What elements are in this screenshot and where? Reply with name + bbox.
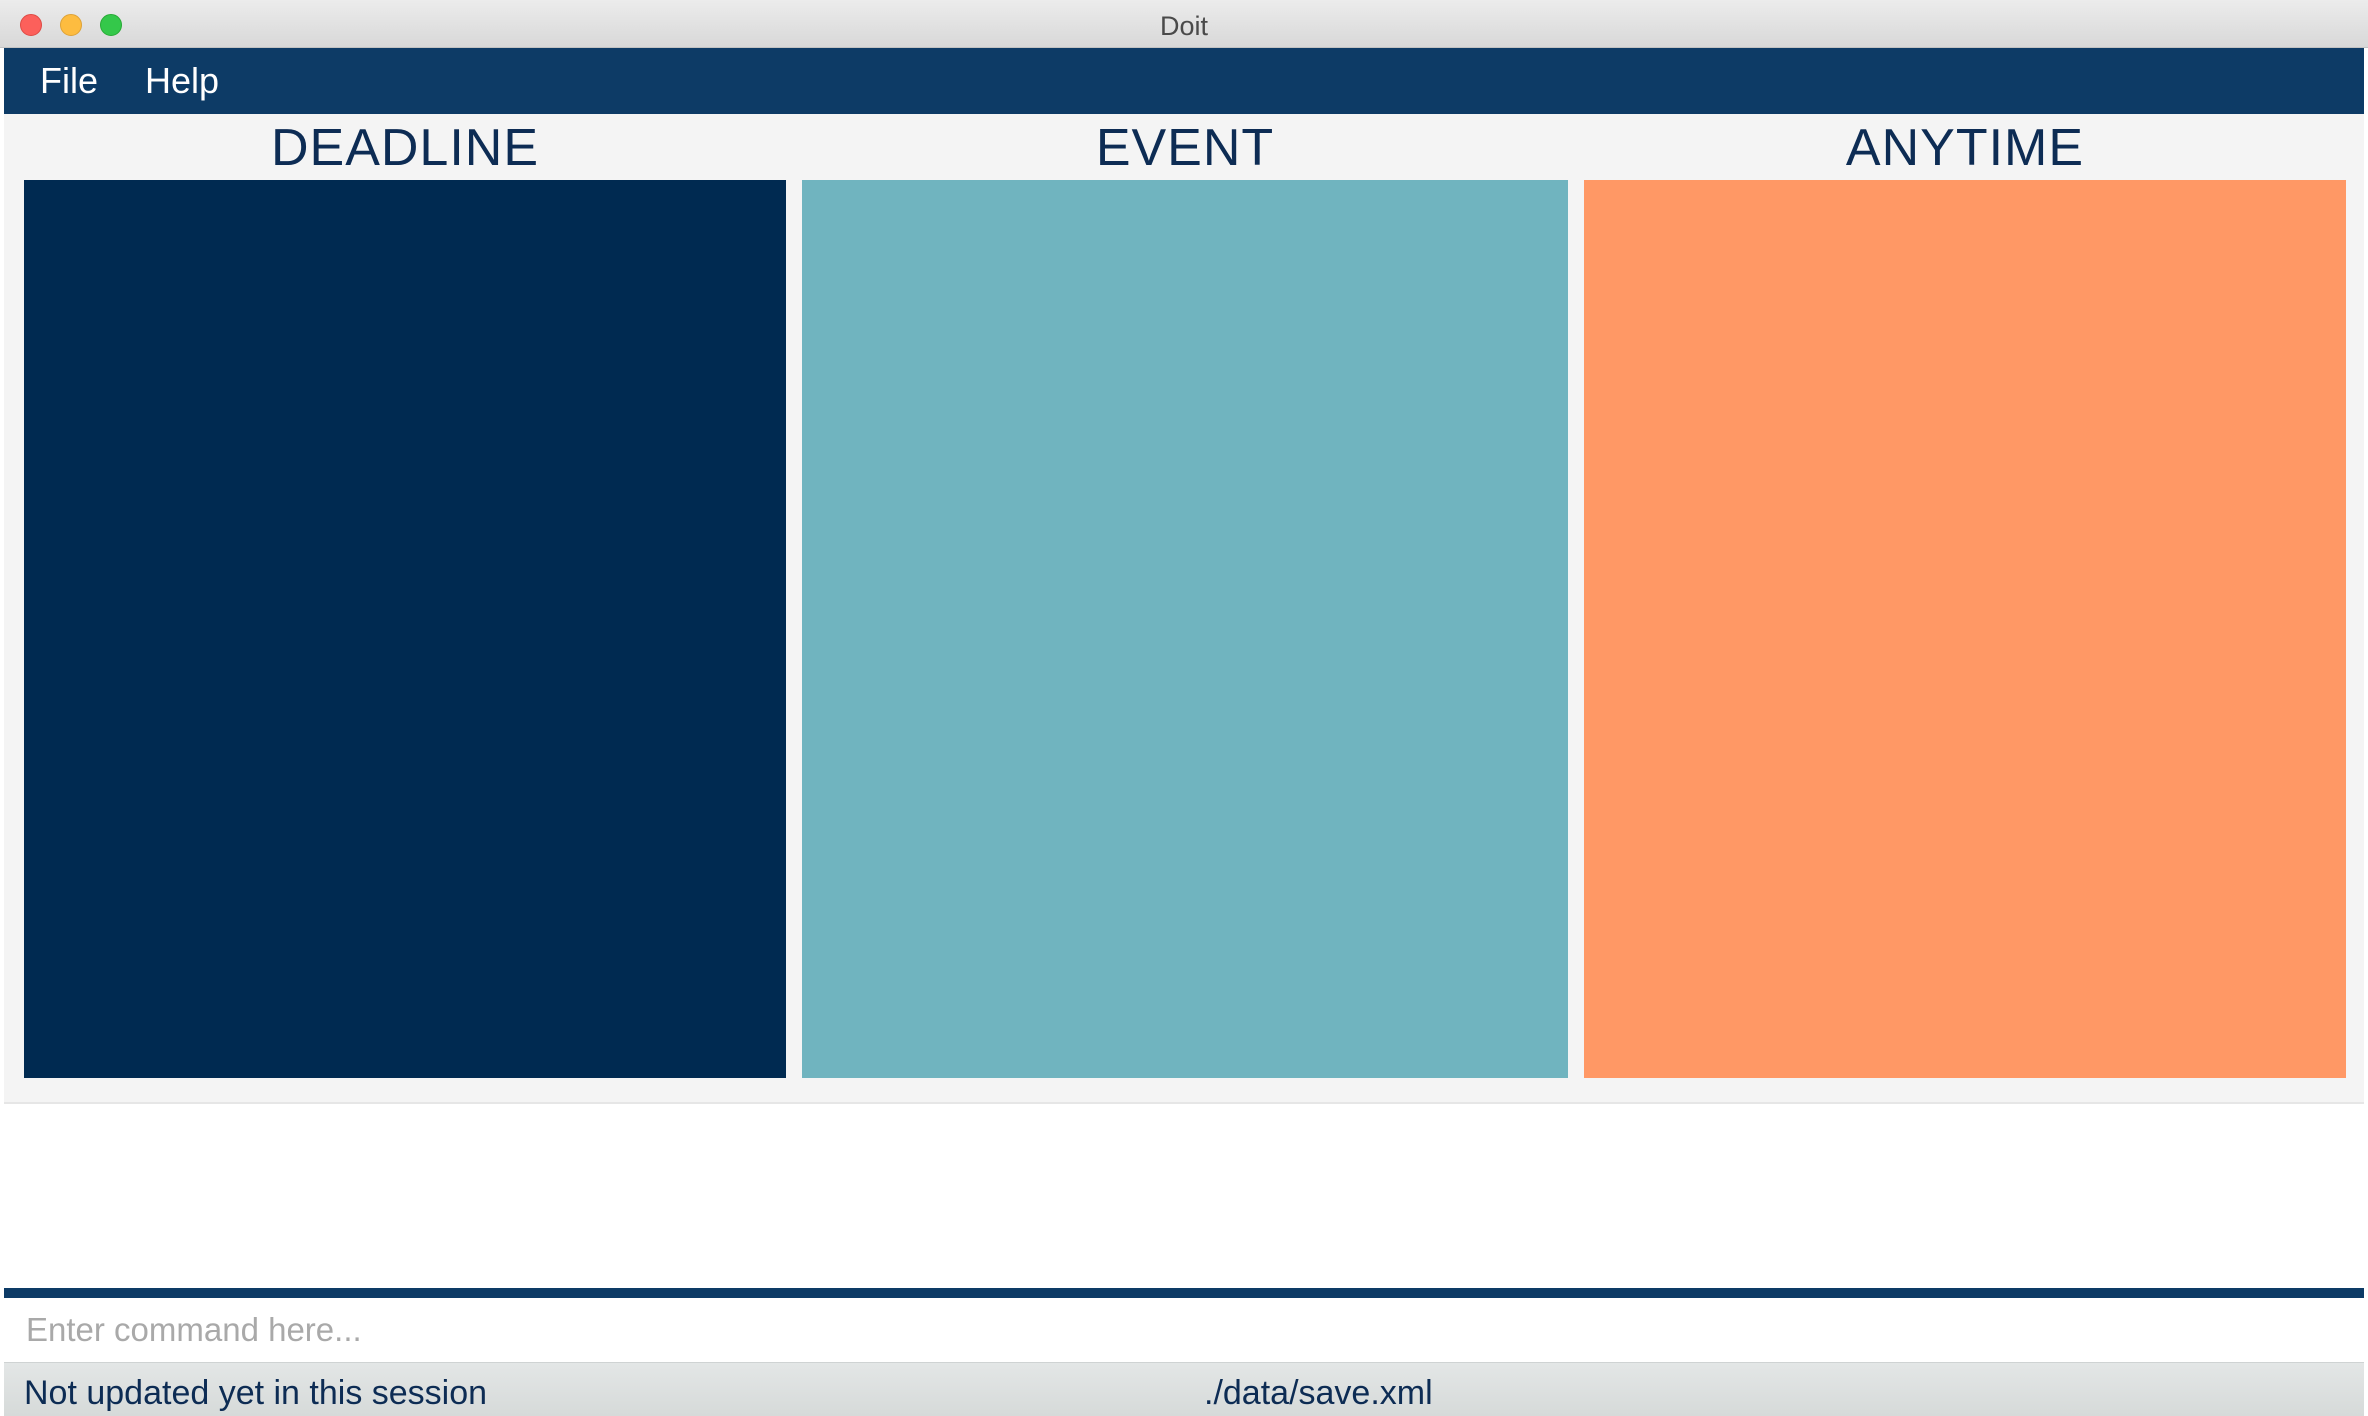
- status-bar: Not updated yet in this session ./data/s…: [4, 1362, 2364, 1416]
- command-input[interactable]: [4, 1298, 2364, 1362]
- menu-help[interactable]: Help: [145, 60, 220, 101]
- zoom-window-button[interactable]: [100, 14, 122, 36]
- divider: [4, 1288, 2364, 1298]
- event-header: EVENT: [1095, 119, 1275, 177]
- deadline-task-list[interactable]: [24, 180, 786, 1078]
- result-display[interactable]: [4, 1102, 2364, 1288]
- close-window-button[interactable]: [20, 14, 42, 36]
- title-bar[interactable]: Doit: [0, 0, 2368, 48]
- anytime-header: ANYTIME: [1845, 119, 2085, 177]
- task-columns: DEADLINE EVENT ANYTIME: [4, 114, 2364, 1102]
- anytime-task-list[interactable]: [1584, 180, 2346, 1078]
- menu-file[interactable]: File: [40, 60, 99, 101]
- save-location: ./data/save.xml: [1204, 1374, 1433, 1412]
- sync-status: Not updated yet in this session: [24, 1374, 488, 1412]
- menu-bar: File Help: [4, 48, 2364, 114]
- event-task-list[interactable]: [802, 180, 1568, 1078]
- deadline-header: DEADLINE: [270, 119, 540, 177]
- minimize-window-button[interactable]: [60, 14, 82, 36]
- window-title: Doit: [1159, 11, 1208, 41]
